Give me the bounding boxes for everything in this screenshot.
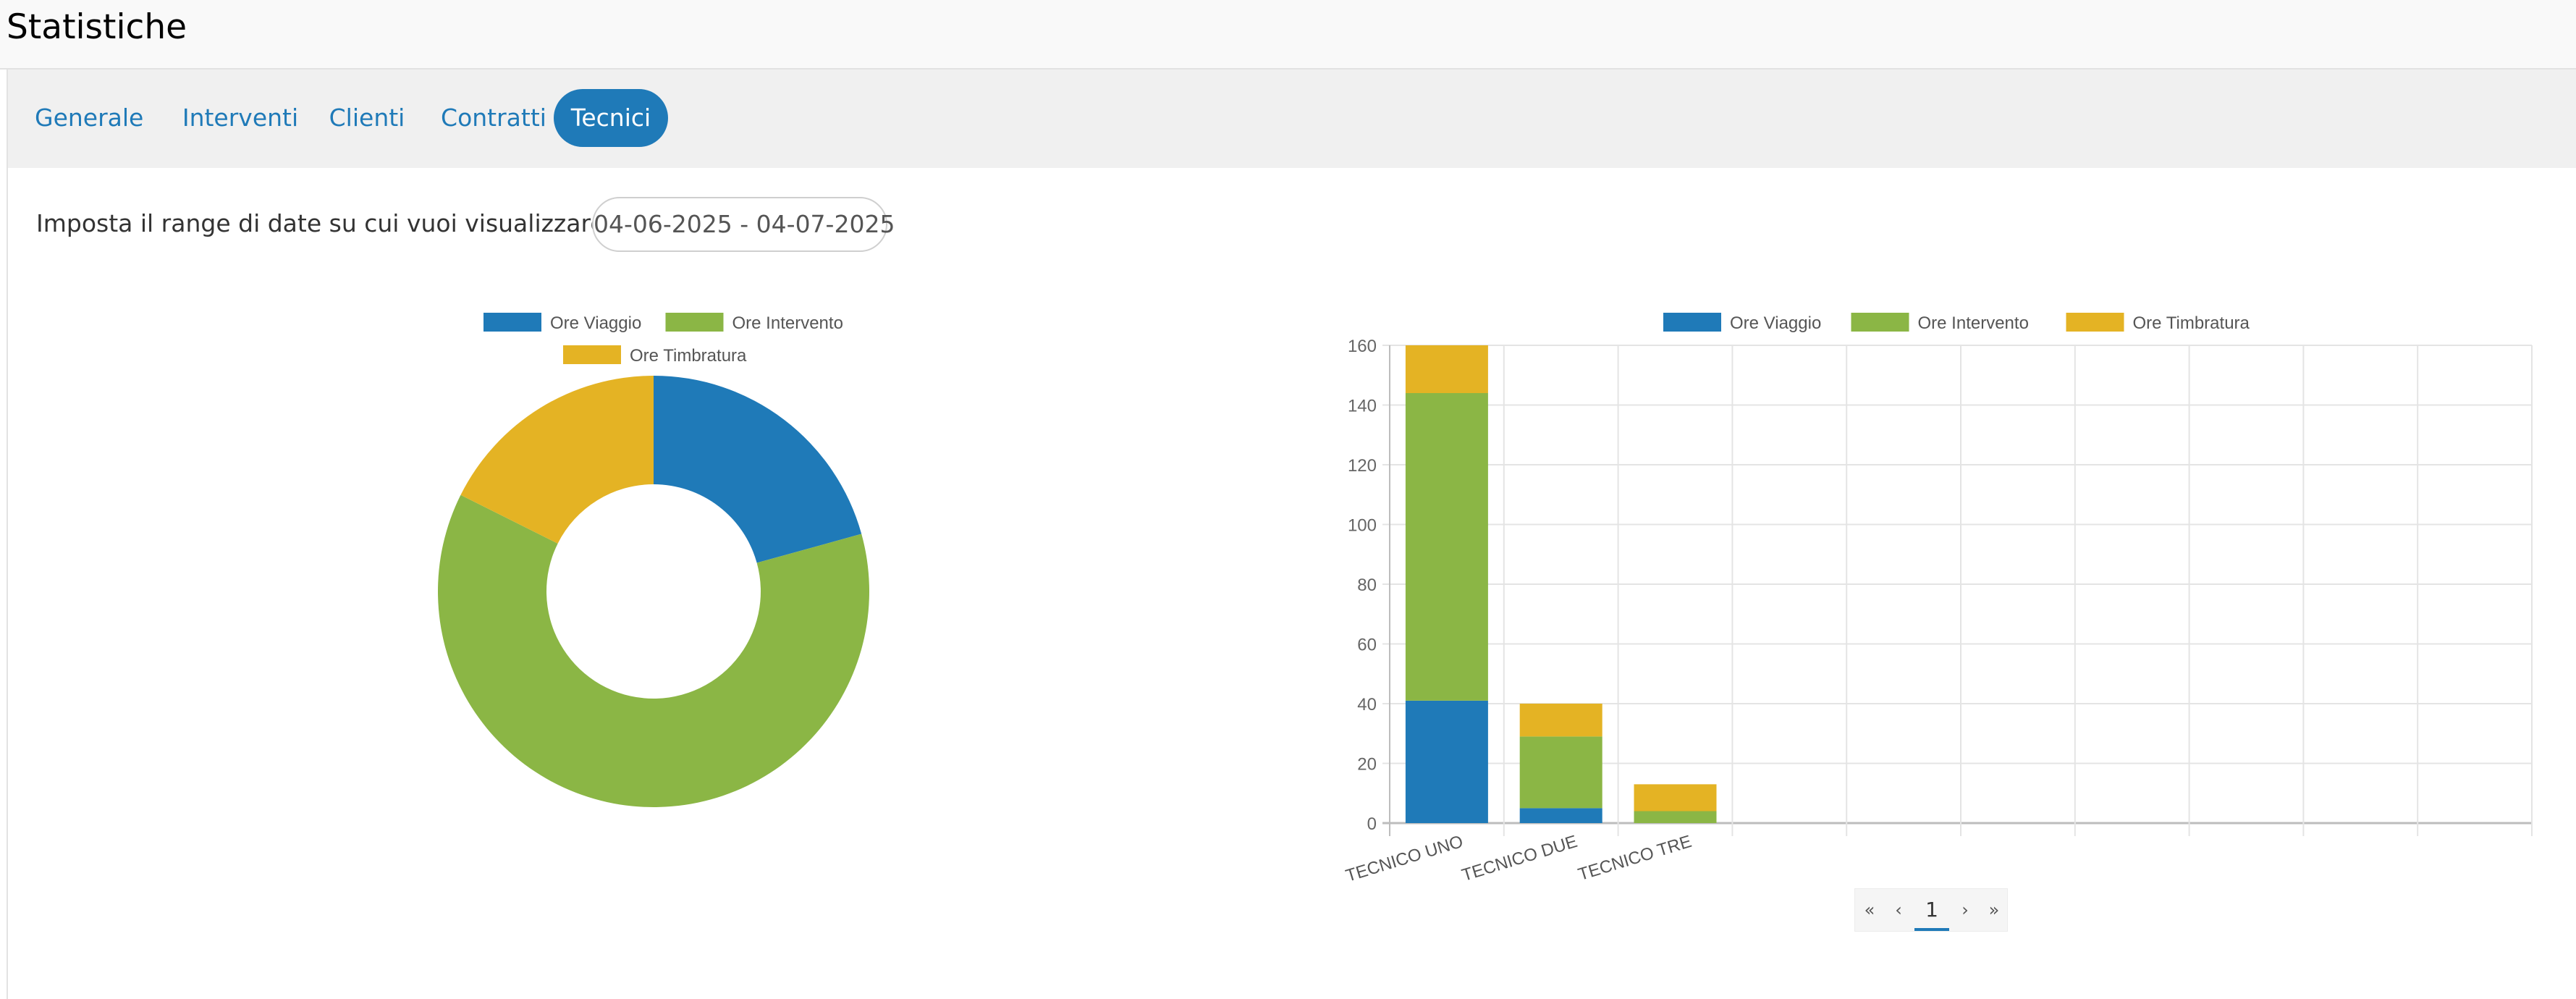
bar-tecnico-uno-ore-timbratura — [1405, 345, 1488, 393]
page-title: Statistiche — [7, 7, 187, 47]
legend-label-ore-timbratura: Ore Timbratura — [630, 346, 747, 366]
legend-label-ore-timbratura: Ore Timbratura — [2133, 313, 2250, 333]
bar-tecnico-due-ore-intervento — [1519, 736, 1602, 809]
doughnut-slice-ore-viaggio — [654, 376, 862, 563]
stacked-bar-chart: Ore Viaggio Ore Intervento Ore Timbratura 0… — [1343, 313, 2533, 883]
tab-contratti[interactable]: Contratti — [441, 104, 546, 132]
legend-label-ore-intervento: Ore Intervento — [1918, 313, 2029, 333]
y-tick-label-80: 80 — [1357, 576, 1377, 595]
legend-label-ore-intervento: Ore Intervento — [732, 313, 843, 333]
bar-tecnico-tre-ore-timbratura — [1634, 784, 1717, 812]
y-tick-label-140: 140 — [1348, 397, 1377, 416]
doughnut-chart: Ore Viaggio Ore Intervento Ore Timbratura — [437, 313, 869, 807]
tab-tecnici[interactable]: Tecnici — [554, 89, 668, 147]
bar-tecnico-uno-ore-intervento — [1405, 393, 1488, 701]
legend-swatch-ore-intervento — [1851, 313, 1909, 332]
tab-generale[interactable]: Generale — [35, 104, 144, 132]
tabs-bar: Generale Interventi Clienti Contratti Te… — [8, 69, 2576, 168]
pagination-first-button[interactable]: « — [1864, 900, 1875, 920]
date-range-label: Imposta il range di date su cui vuoi vis… — [36, 209, 673, 237]
x-tick-label-tecnico-uno: TECNICO UNO — [1343, 832, 1466, 883]
pagination-last-button[interactable]: » — [1988, 900, 2000, 920]
date-range-input[interactable]: 04-06-2025 - 04-07-2025 — [592, 197, 895, 252]
legend-swatch-ore-viaggio — [1663, 313, 1721, 332]
y-tick-label-20: 20 — [1357, 755, 1377, 775]
doughnut-slice-ore-timbratura — [460, 376, 654, 544]
legend-label-ore-viaggio: Ore Viaggio — [550, 313, 641, 333]
y-tick-label-60: 60 — [1357, 636, 1377, 655]
bar-tecnico-tre-ore-intervento — [1634, 811, 1717, 823]
legend-swatch-ore-timbratura — [563, 345, 621, 364]
x-tick-label-tecnico-due: TECNICO DUE — [1459, 832, 1579, 883]
pagination-active-indicator — [1914, 928, 1949, 931]
x-tick-label-tecnico-tre: TECNICO TRE — [1576, 832, 1694, 883]
legend-label-ore-viaggio: Ore Viaggio — [1730, 313, 1821, 333]
pagination-prev-button[interactable]: ‹ — [1895, 900, 1902, 920]
pagination: « ‹ 1 › » — [1854, 888, 2008, 932]
doughnut-slice-ore-intervento — [437, 494, 869, 807]
bar-tecnico-uno-ore-viaggio — [1405, 700, 1488, 823]
pagination-current-page[interactable]: 1 — [1925, 898, 1938, 922]
bar-tecnico-due-ore-timbratura — [1519, 704, 1602, 737]
y-tick-label-40: 40 — [1357, 695, 1377, 715]
y-tick-label-160: 160 — [1348, 337, 1377, 356]
page-header: Statistiche — [0, 0, 2576, 69]
legend-swatch-ore-intervento — [665, 313, 724, 332]
y-tick-label-0: 0 — [1367, 814, 1377, 834]
legend-swatch-ore-viaggio — [483, 313, 541, 332]
pagination-next-button[interactable]: › — [1961, 900, 1969, 920]
legend-swatch-ore-timbratura — [2066, 313, 2124, 332]
y-tick-label-100: 100 — [1348, 516, 1377, 536]
tab-clienti[interactable]: Clienti — [329, 104, 405, 132]
statistics-card — [7, 69, 2576, 999]
y-tick-label-120: 120 — [1348, 456, 1377, 476]
tab-interventi[interactable]: Interventi — [182, 104, 299, 132]
bar-tecnico-due-ore-viaggio — [1519, 808, 1602, 823]
